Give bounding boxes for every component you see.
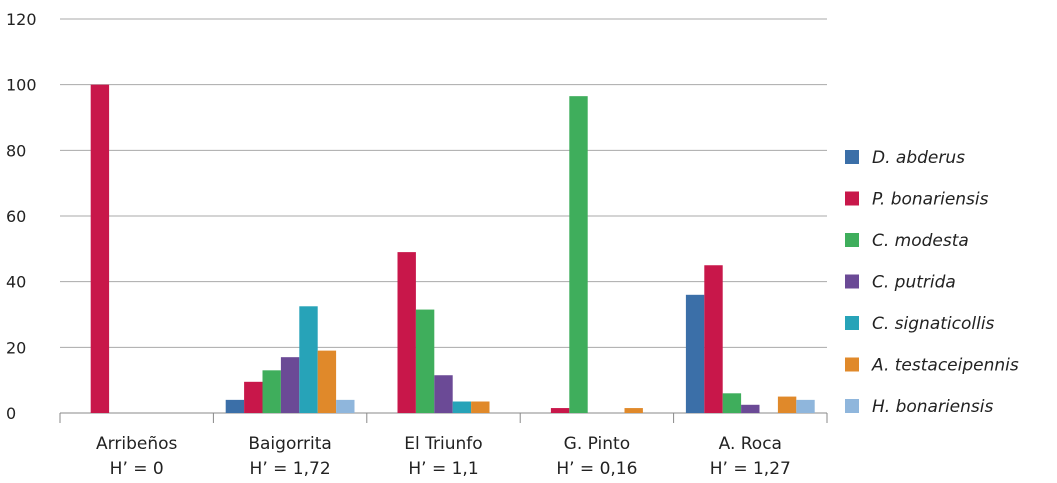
bar (336, 399, 355, 413)
bar (434, 375, 453, 413)
bar (90, 84, 110, 414)
legend-swatch (845, 316, 859, 330)
bar (244, 381, 263, 413)
legend-label: C. putrida (872, 273, 956, 293)
y-tick-label: 100 (6, 76, 37, 95)
bar (299, 306, 318, 413)
bar (452, 401, 472, 413)
bar (225, 399, 245, 413)
bars (90, 84, 815, 414)
bar (685, 294, 705, 413)
bar (471, 401, 490, 413)
bar (624, 408, 643, 413)
y-tick-label: 40 (6, 273, 26, 292)
y-tick-label: 80 (6, 141, 26, 160)
bar (777, 396, 797, 413)
bar (722, 393, 742, 413)
legend-swatch (845, 150, 859, 164)
bar (796, 399, 815, 413)
bar (415, 309, 435, 413)
legend-label: A. testaceipennis (871, 356, 1019, 376)
bar (550, 408, 570, 413)
bar (397, 252, 416, 413)
x-category-label: G. Pinto (564, 434, 630, 454)
bar (569, 96, 588, 413)
x-category-diversity-label: H’ = 1,72 (250, 459, 331, 479)
legend-label: P. bonariensis (872, 190, 989, 210)
legend-label: C. signaticollis (872, 314, 995, 334)
y-tick-label: 120 (6, 10, 37, 29)
x-axis: Arribeños H’ = 0 Baigorrita H’ = 1,72 El Tri… (59, 413, 828, 479)
legend-label: C. modesta (872, 231, 969, 251)
x-category-diversity-label: H’ = 0,16 (556, 459, 637, 479)
legend-swatch (845, 399, 859, 413)
y-tick-label: 20 (6, 338, 26, 357)
x-category-diversity-label: H’ = 1,1 (408, 459, 478, 479)
legend-swatch (845, 233, 859, 247)
x-category-label: Baigorrita (248, 434, 331, 454)
legend-swatch (845, 357, 859, 372)
y-tick-label: 0 (6, 404, 16, 423)
legend-label: D. abderus (872, 148, 965, 168)
x-category-label: El Triunfo (404, 434, 482, 454)
bar (262, 370, 281, 413)
legend: D. abderus P. bonariensis C. modesta C. put… (845, 148, 1019, 417)
x-category-diversity-label: H’ = 0 (110, 459, 164, 479)
bar (704, 265, 723, 413)
bar (741, 404, 760, 413)
x-category-diversity-label: H’ = 1,27 (710, 459, 791, 479)
gridlines (60, 18, 827, 414)
x-category-label: Arribeños (96, 434, 177, 454)
legend-swatch (845, 191, 859, 206)
bar (280, 357, 300, 413)
x-category-label: A. Roca (719, 434, 782, 454)
bar (317, 350, 337, 413)
legend-label: H. bonariensis (872, 397, 994, 417)
legend-swatch (845, 274, 859, 289)
y-axis-ticks: 0 20 40 60 80 100 120 (6, 10, 37, 423)
y-tick-label: 60 (6, 207, 26, 226)
